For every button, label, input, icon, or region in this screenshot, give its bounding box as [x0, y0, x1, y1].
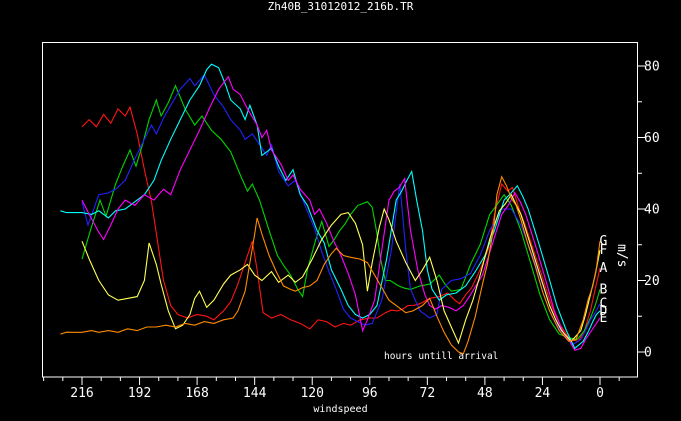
- x-axis-title: windspeed: [313, 404, 368, 415]
- series-C-line: [81, 73, 601, 346]
- chart-title: Zh40B_31012012_216b.TR: [267, 0, 414, 13]
- series-C-label: C: [600, 297, 608, 312]
- x-tick-label: 72: [420, 386, 436, 401]
- x-tick-label: 168: [185, 386, 208, 401]
- y-tick-label: 80: [644, 60, 660, 75]
- y-axis-unit-label: m/s: [614, 244, 629, 268]
- y-axis-ticks: 0 20 40 60 80: [638, 60, 660, 361]
- x-tick-label: 24: [535, 386, 551, 401]
- series-G-label: G: [600, 234, 608, 249]
- x-axis-ticks: 216 192 168 144 120 96 72 48 24 0: [43, 377, 620, 401]
- series-E-line: [81, 75, 601, 351]
- series-lines: [60, 63, 601, 355]
- series-E-label: E: [600, 311, 608, 326]
- series-D-line: [60, 63, 601, 350]
- x-tick-label: 0: [596, 386, 604, 401]
- x-tick-label: 144: [243, 386, 267, 401]
- series-B-label: B: [600, 282, 608, 297]
- y-tick-label: 60: [644, 131, 660, 146]
- y-tick-label: 40: [644, 203, 660, 218]
- x-tick-label: 120: [300, 386, 323, 401]
- x-tick-label: 48: [477, 386, 493, 401]
- x-tick-label: 192: [128, 386, 151, 401]
- y-tick-label: 0: [644, 346, 652, 361]
- series-A-label: A: [600, 261, 608, 276]
- x-tick-label: 216: [70, 386, 93, 401]
- series-D-label: D: [600, 304, 608, 319]
- x-tick-label: 96: [362, 386, 378, 401]
- plot-frame: [42, 42, 638, 378]
- series-G-line: [60, 175, 601, 355]
- y-tick-label: 20: [644, 274, 660, 289]
- series-F-label: F: [600, 243, 608, 258]
- x-axis-annotation: hours untill arrival: [384, 351, 499, 362]
